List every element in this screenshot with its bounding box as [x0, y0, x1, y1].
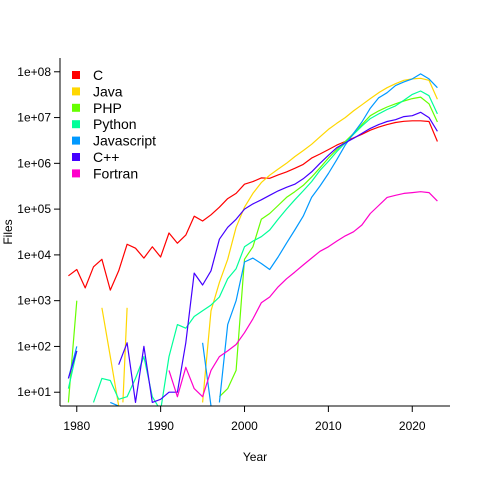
legend-label-php: PHP: [93, 100, 122, 116]
legend-swatch-cpp: [72, 153, 80, 161]
y-tick-label-1e+05: 1e+05: [17, 202, 51, 216]
axes-layer: 1980 1990 2000 2010 2020 1e+01 1e+02 1e+03 1e+04…: [17, 58, 450, 433]
x-tick-label-2000: 2000: [231, 419, 258, 433]
y-tick-label-1e+08: 1e+08: [17, 65, 51, 79]
x-tick-label-1980: 1980: [63, 419, 90, 433]
x-tick-label-1990: 1990: [147, 419, 174, 433]
legend-swatch-c: [72, 71, 80, 79]
y-tick-label-1e+06: 1e+06: [17, 156, 51, 170]
legend-swatch-fortran: [72, 169, 80, 178]
y-tick-label-1e+03: 1e+03: [17, 294, 51, 308]
y-tick-label-1e+01: 1e+01: [17, 385, 51, 399]
legend-swatch-python: [72, 120, 80, 129]
legend-swatch-javascript: [72, 136, 80, 145]
y-tick-label-1e+07: 1e+07: [17, 111, 51, 125]
y-tick-label-1e+04: 1e+04: [17, 248, 51, 262]
y-axis-title: Files: [1, 219, 15, 244]
series-layer: [67, 73, 438, 406]
legend-label-python: Python: [93, 116, 137, 132]
series-line-javascript: [67, 73, 438, 406]
x-axis-title: Year: [243, 450, 267, 464]
legend-swatch-php: [72, 103, 80, 112]
x-tick-label-2010: 2010: [315, 419, 342, 433]
series-line-java: [101, 77, 438, 406]
legend-label-javascript: Javascript: [93, 133, 156, 149]
series-line-fortran: [168, 191, 438, 398]
legend-label-fortran: Fortran: [93, 165, 138, 181]
x-tick-label-2020: 2020: [399, 419, 426, 433]
legend-label-java: Java: [93, 83, 123, 99]
series-line-cpp: [67, 111, 438, 403]
legend-swatch-java: [72, 87, 80, 96]
legend-label-cpp: C++: [93, 149, 119, 165]
legend-label-c: C: [93, 67, 103, 83]
y-tick-label-1e+02: 1e+02: [17, 339, 51, 353]
series-line-c: [68, 120, 438, 291]
